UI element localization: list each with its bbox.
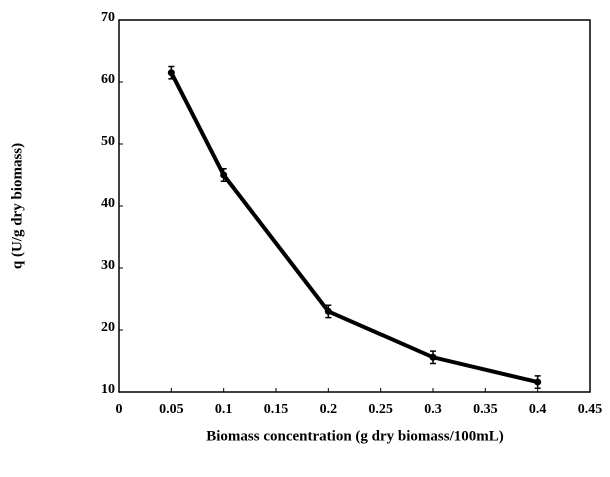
y-tick-label: 30 bbox=[101, 258, 115, 273]
y-tick-label: 60 bbox=[101, 72, 115, 87]
data-point bbox=[534, 378, 542, 386]
data-point bbox=[167, 69, 175, 77]
x-tick-label: 0.35 bbox=[473, 402, 498, 417]
data-point bbox=[429, 353, 437, 361]
x-tick-label: 0.2 bbox=[320, 402, 338, 417]
plot-frame bbox=[118, 19, 591, 393]
y-axis-title: q (U/g dry biomass) bbox=[9, 143, 25, 269]
y-tick-label: 10 bbox=[101, 382, 115, 397]
data-point bbox=[324, 307, 332, 315]
y-tick-label: 50 bbox=[101, 134, 115, 149]
data-point bbox=[220, 171, 228, 179]
y-tick-label: 70 bbox=[101, 10, 115, 25]
x-tick-label: 0.3 bbox=[424, 402, 442, 417]
data-line bbox=[169, 71, 539, 385]
x-tick-label: 0.45 bbox=[578, 402, 603, 417]
x-tick-label: 0 bbox=[116, 402, 123, 417]
x-tick-label: 0.15 bbox=[264, 402, 289, 417]
x-tick-label: 0.25 bbox=[368, 402, 393, 417]
x-tick-label: 0.05 bbox=[159, 402, 184, 417]
x-tick-label: 0.1 bbox=[215, 402, 233, 417]
x-axis-title: Biomass concentration (g dry biomass/100… bbox=[206, 428, 504, 444]
x-tick-label: 0.4 bbox=[529, 402, 547, 417]
y-tick-label: 20 bbox=[101, 320, 115, 335]
y-tick-label: 40 bbox=[101, 196, 115, 211]
